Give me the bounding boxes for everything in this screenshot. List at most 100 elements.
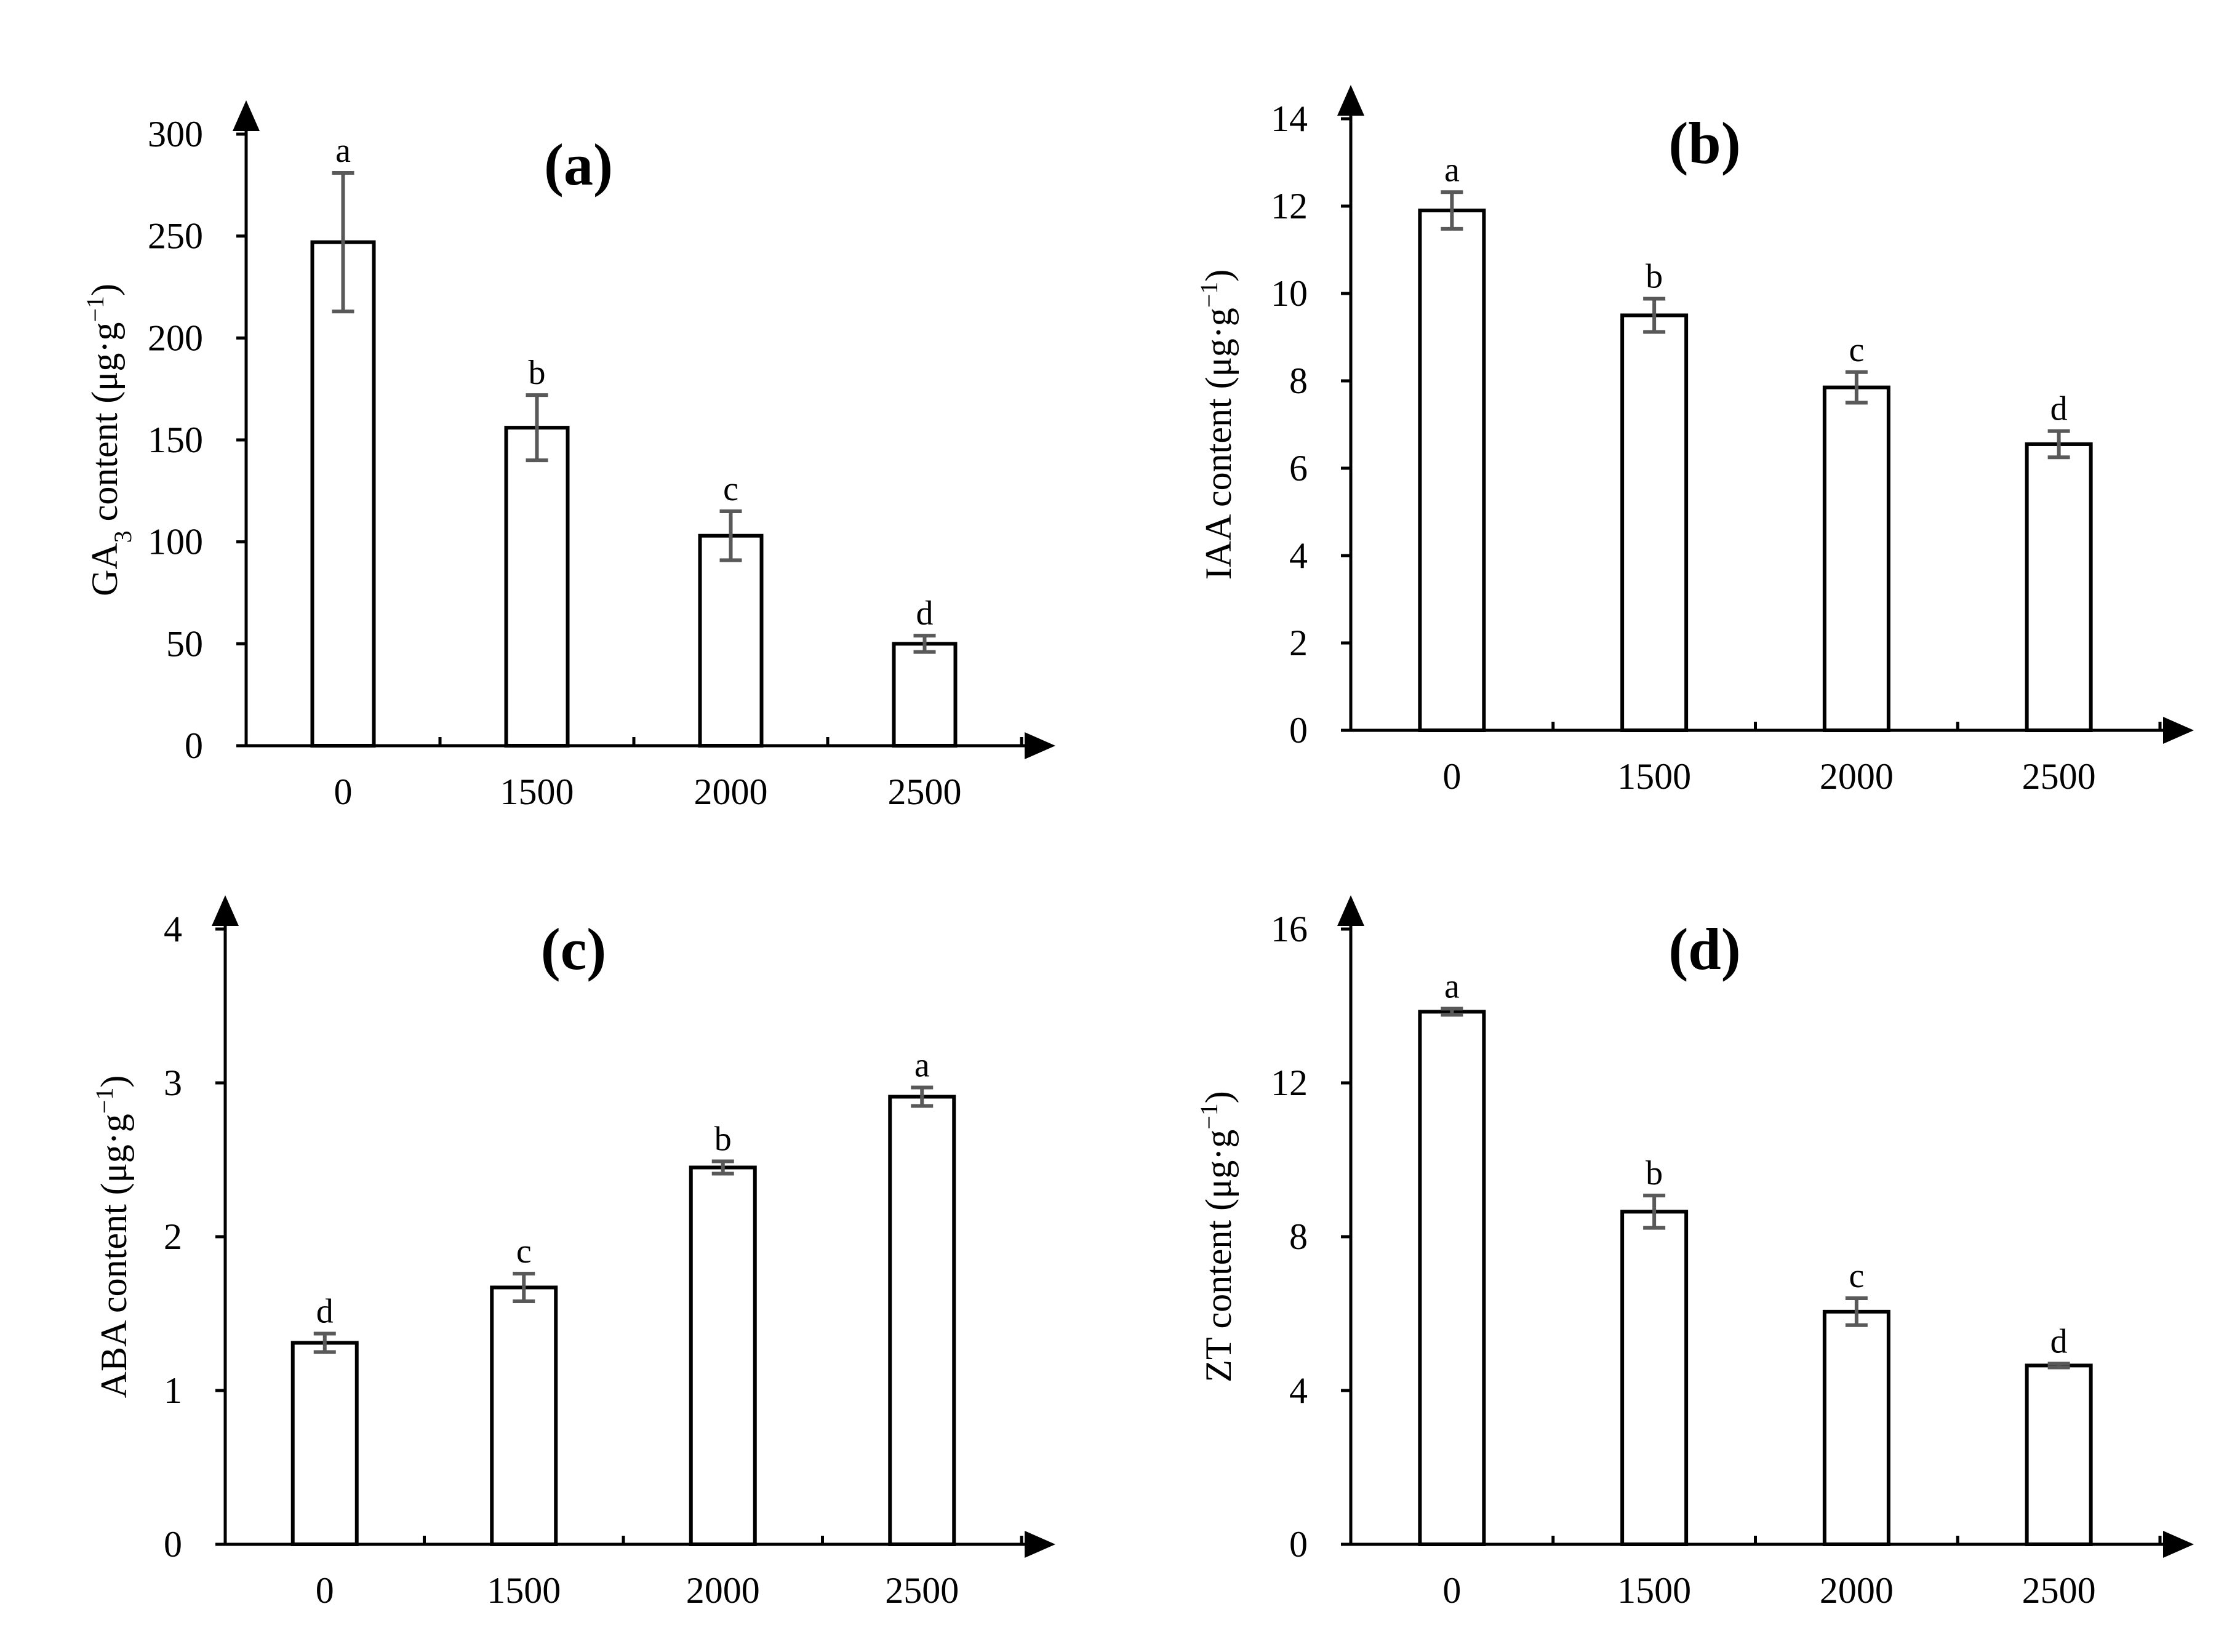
x-tick-label: 1500 xyxy=(487,1570,561,1611)
x-tick-label: 2500 xyxy=(885,1570,959,1611)
significance-label: c xyxy=(1849,1257,1864,1295)
y-axis-arrow xyxy=(1337,85,1364,116)
bar xyxy=(892,642,958,748)
y-axis-title-main: IAA content (μg·g xyxy=(1198,308,1239,580)
x-axis-arrow xyxy=(2163,1531,2194,1558)
significance-label: d xyxy=(916,594,934,632)
x-tick-label: 0 xyxy=(316,1570,334,1611)
y-axis-title-main: content (μg·g xyxy=(84,322,125,531)
significance-label: c xyxy=(723,470,738,508)
y-tick-label: 50 xyxy=(166,623,203,664)
y-tick-label: 12 xyxy=(1271,186,1308,226)
y-tick-label: 0 xyxy=(1289,710,1308,751)
x-tick-label: 2000 xyxy=(1820,756,1894,797)
panel-label: (b) xyxy=(1668,110,1740,176)
y-axis-title-tail: ) xyxy=(1198,1091,1239,1103)
bar xyxy=(1822,385,1890,732)
bar xyxy=(888,1095,956,1546)
y-axis-title: IAA content (μg·g−1) xyxy=(1195,269,1239,580)
x-axis-arrow xyxy=(1025,1531,1055,1558)
significance-label: a xyxy=(1444,967,1460,1005)
y-axis-title-prefix: GA xyxy=(84,543,125,596)
y-axis-title-tail: ) xyxy=(1198,269,1239,282)
significance-label: c xyxy=(516,1232,532,1271)
bar xyxy=(698,533,764,748)
panel-label: (d) xyxy=(1668,916,1740,982)
y-tick-label: 250 xyxy=(148,216,203,257)
y-axis-title-superscript: −1 xyxy=(90,1088,118,1114)
significance-label: c xyxy=(1849,331,1864,369)
bar xyxy=(290,1341,359,1546)
bar xyxy=(2025,442,2093,732)
bar xyxy=(1418,1010,1486,1546)
chart-panel-1: a 0 b 1500 c 2000 d 2500 0 50 100 150 200 250 300 GA3 c… xyxy=(81,100,1055,812)
y-tick-label: 2 xyxy=(1289,623,1308,663)
y-axis-arrow xyxy=(212,895,239,926)
y-axis-title: ABA content (μg·g−1) xyxy=(90,1075,135,1399)
y-tick-label: 100 xyxy=(148,522,203,562)
y-tick-label: 8 xyxy=(1289,1216,1308,1257)
y-tick-label: 12 xyxy=(1271,1063,1308,1103)
x-tick-label: 1500 xyxy=(500,772,574,812)
bar xyxy=(1822,1309,1890,1546)
significance-label: d xyxy=(2050,390,2068,428)
y-axis-title-main: ZT content (μg·g xyxy=(1198,1130,1239,1383)
y-tick-label: 10 xyxy=(1271,273,1308,314)
y-axis-title-subscript: 3 xyxy=(109,530,137,543)
bar xyxy=(1620,313,1689,732)
y-tick-label: 4 xyxy=(1289,1370,1308,1411)
x-tick-label: 0 xyxy=(1442,756,1461,797)
y-tick-label: 6 xyxy=(1289,448,1308,489)
y-axis-arrow xyxy=(233,100,260,131)
bar xyxy=(689,1165,757,1546)
y-tick-label: 0 xyxy=(164,1524,182,1565)
y-tick-label: 14 xyxy=(1271,98,1308,139)
y-axis-title-main: ABA content (μg·g xyxy=(94,1114,134,1398)
significance-label: b xyxy=(1646,1154,1663,1192)
significance-label: b xyxy=(529,354,546,392)
y-tick-label: 0 xyxy=(185,725,203,766)
y-tick-label: 300 xyxy=(148,114,203,154)
y-tick-label: 4 xyxy=(164,909,182,949)
y-tick-label: 8 xyxy=(1289,361,1308,401)
y-axis-title-superscript: −1 xyxy=(81,296,109,322)
y-tick-label: 1 xyxy=(164,1370,182,1411)
y-axis-arrow xyxy=(1337,895,1364,926)
y-axis-title: ZT content (μg·g−1) xyxy=(1195,1091,1239,1383)
bar xyxy=(310,240,376,748)
y-tick-label: 0 xyxy=(1289,1524,1308,1565)
x-axis-arrow xyxy=(2163,717,2194,744)
x-tick-label: 2000 xyxy=(1820,1570,1894,1611)
y-axis-title-tail: ) xyxy=(84,284,125,296)
significance-label: d xyxy=(316,1293,334,1331)
panel-label: (a) xyxy=(544,132,613,198)
significance-label: a xyxy=(1444,151,1460,189)
significance-label: b xyxy=(1646,258,1663,296)
x-tick-label: 0 xyxy=(334,772,353,812)
y-tick-label: 3 xyxy=(164,1063,182,1103)
x-tick-label: 1500 xyxy=(1617,1570,1691,1611)
x-tick-label: 2000 xyxy=(694,772,768,812)
y-tick-label: 2 xyxy=(164,1216,182,1257)
y-axis-title-superscript: −1 xyxy=(1195,282,1223,308)
x-axis-arrow xyxy=(1025,732,1055,759)
bar xyxy=(1620,1210,1689,1546)
significance-label: d xyxy=(2050,1322,2068,1360)
y-tick-label: 16 xyxy=(1271,909,1308,949)
chart-panel-4: a 0 b 1500 c 2000 d 2500 0 4 8 12 16 ZT content (μg·g… xyxy=(1195,895,2194,1611)
bar xyxy=(490,1285,558,1546)
significance-label: b xyxy=(714,1120,732,1159)
x-tick-label: 1500 xyxy=(1617,756,1691,797)
x-tick-label: 2000 xyxy=(686,1570,760,1611)
bar xyxy=(1418,209,1486,733)
chart-panel-2: a 0 b 1500 c 2000 d 2500 0 2 4 6 8 10 12 14 IAA content … xyxy=(1195,85,2194,797)
chart-panel-3: d 0 c 1500 b 2000 a 2500 0 1 2 3 4 ABA content (μg·g−… xyxy=(90,895,1055,1611)
y-tick-label: 150 xyxy=(148,420,203,460)
bar xyxy=(504,426,570,748)
x-tick-label: 2500 xyxy=(2022,1570,2096,1611)
panel-label: (c) xyxy=(541,916,607,982)
bar xyxy=(2025,1363,2093,1546)
y-axis-title-superscript: −1 xyxy=(1195,1103,1223,1130)
